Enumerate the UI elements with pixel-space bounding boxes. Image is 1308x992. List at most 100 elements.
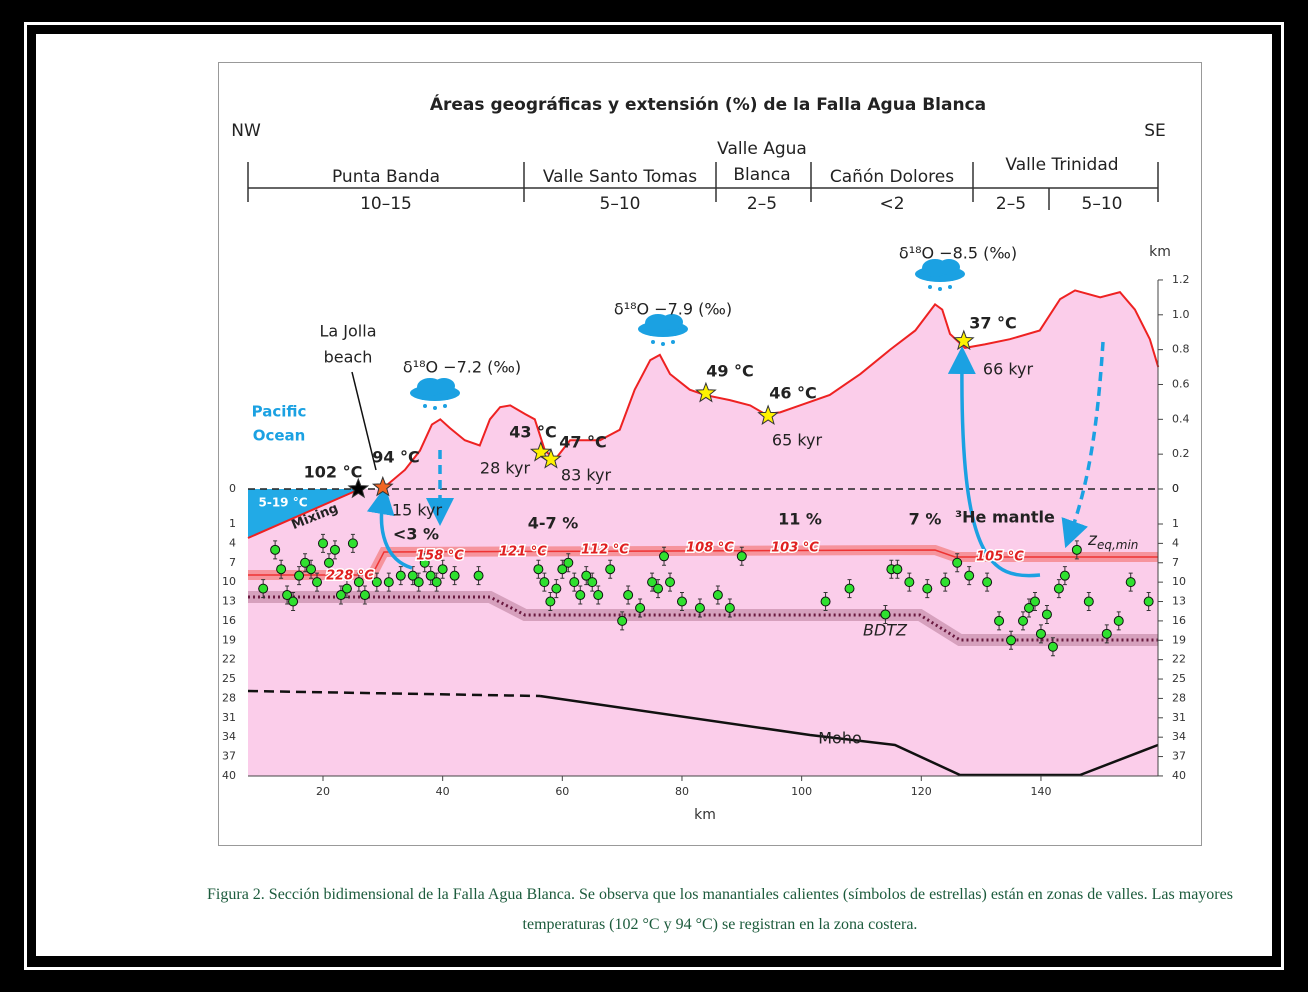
extension-pct: 7 % [909,510,942,529]
hypocenter-dot [557,564,568,575]
hypocenter-layer [258,533,1154,657]
spring-temp: 37 °C [969,314,1017,333]
y-tick-label: 0.4 [1172,412,1190,425]
hypocenter [563,553,574,573]
hypocenter-dot [1047,641,1058,652]
hypocenter [413,572,424,592]
depth-tick-label: 31 [1172,711,1186,724]
hypocenter-dot [569,577,580,588]
hypocenter-dot [395,570,406,581]
depth-tick-label: 22 [222,653,236,666]
isotherm-label: 112 °C [581,543,629,558]
hypocenter [551,579,562,599]
zeq-base: z [1087,530,1098,550]
depth-tick-label: 4 [1172,536,1179,549]
hypocenter [312,572,323,592]
hypocenter [353,572,364,592]
depth-tick-label: 22 [1172,653,1186,666]
x-tick-label: 140 [1030,785,1051,798]
bdtz-label: BDTZ [863,621,908,640]
hypocenter-dot [300,557,311,568]
depth-tick-label: 1 [1172,517,1179,530]
hot-spring [952,329,975,351]
hypocenter [449,566,460,586]
hot-spring [540,447,562,469]
spring-temp: 43 °C [509,423,557,442]
hypocenter [964,566,975,586]
ocean-label: Ocean [253,427,306,445]
hypocenter-dot [712,590,723,601]
hot-spring [757,404,779,426]
hypocenter [1125,572,1136,592]
x-axis-label: km [694,807,716,823]
hypocenter [712,585,723,605]
hypocenter [1023,598,1034,618]
frame [24,22,1284,970]
depth-tick-label: 10 [1172,575,1186,588]
isotherm-label: 105 °C [976,550,1024,565]
hypocenter-dot [593,590,604,601]
depth-tick-label: 34 [222,730,236,743]
hypocenter [1018,611,1029,631]
hypocenter-dot [335,590,346,601]
depth-tick-label: 19 [222,633,236,646]
hypocenter-dot [575,590,586,601]
hypocenter [605,559,616,579]
depth-tick-label: 1 [229,517,236,530]
hypocenter [407,566,418,586]
isotherm-label: 228 °C [326,569,374,584]
hypocenter [1059,566,1070,586]
region-extension: 10–15 [360,194,412,214]
hypocenter-dot [329,544,340,555]
hypocenter [581,566,592,586]
isotherm-label: 121 °C [499,545,547,560]
x-tick-label: 60 [555,785,569,798]
title: Áreas geográficas y extensión (%) de la … [430,93,986,115]
hypocenter [892,559,903,579]
hypocenter [623,585,634,605]
depth-tick-label: 0 [229,482,236,495]
zeq-sub: eq,min [1097,538,1138,552]
hypocenter [659,546,670,566]
pointer-line [351,371,377,471]
hypocenter [617,611,628,631]
hypocenter [347,533,358,553]
hypocenter-dot [635,602,646,613]
hypocenter-dot [994,615,1005,626]
hypocenter-dot [425,570,436,581]
hypocenter-dot [473,570,484,581]
he-label: ³He mantle [955,508,1055,527]
spring-temp: 94 °C [372,448,420,467]
hypocenter-dot [1059,570,1070,581]
region-name: Valle Agua [717,139,807,159]
bdtz-line [248,595,1158,642]
hypocenter [371,572,382,592]
hypocenter-dot [270,544,281,555]
spring-age: 28 kyr [480,459,531,478]
hypocenter-dot [545,596,556,607]
depth-tick-label: 37 [1172,750,1186,763]
region-name: Punta Banda [332,167,440,187]
hypocenter [335,585,346,605]
depth-tick-label: 40 [222,769,236,782]
place-label: La Jolla [319,322,376,341]
hypocenter [587,572,598,592]
depth-tick-label: 40 [1172,769,1186,782]
hypocenter [258,579,269,599]
hypocenter-dot [407,570,418,581]
isotherm-label: 103 °C [771,541,819,556]
y-tick-label: 0.8 [1172,343,1190,356]
hypocenter [1041,604,1052,624]
hypocenter-dot [724,602,735,613]
hypocenter-dot [736,551,747,562]
hypocenter-dot [1083,596,1094,607]
moho-dashed [247,689,541,698]
hypocenter [1101,624,1112,644]
hypocenter [533,559,544,579]
topography-line [381,289,1160,490]
depth-tick-label: 19 [1172,633,1186,646]
hypocenter [473,566,484,586]
spring-temp: 49 °C [706,362,754,381]
y-tick-label: 1.2 [1172,273,1190,286]
hypocenter [952,553,963,573]
